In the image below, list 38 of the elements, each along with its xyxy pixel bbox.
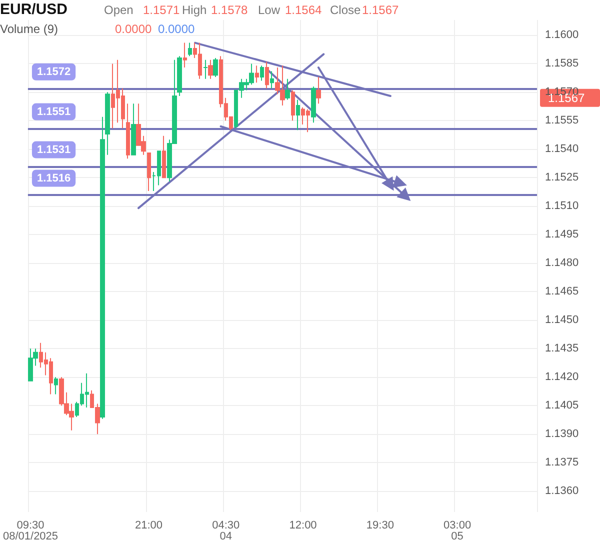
annotation: Volume (9)	[0, 22, 58, 36]
x-tick-label: 03:00 05	[444, 520, 472, 542]
text: Close	[330, 3, 362, 17]
text: Open	[104, 3, 134, 17]
annotation: 0.0000	[115, 22, 152, 36]
text: High	[182, 3, 207, 17]
y-tick-label: 1.1435	[545, 342, 579, 355]
text: Low	[258, 3, 280, 17]
y-tick-label: 1.1495	[545, 228, 579, 241]
text: 1.1578	[211, 3, 248, 17]
annotation: 0.0000	[158, 22, 196, 36]
y-tick-label: 1.1585	[545, 58, 579, 70]
y-tick-label: 1.1465	[545, 286, 579, 298]
y-tick-label: 1.1540	[545, 143, 579, 156]
chart-title: EUR/USD	[0, 1, 68, 18]
y-tick-label: 1.1480	[545, 257, 579, 270]
y-tick-label: 1.1390	[545, 428, 579, 440]
text: 1.1564	[285, 3, 322, 17]
y-tick-label: 1.1420	[545, 371, 579, 384]
ref-line-label: 1.1572	[36, 66, 71, 78]
y-tick-label: 1.1405	[545, 400, 579, 412]
x-tick-label: 12:00	[289, 520, 317, 532]
y-tick-label: 1.1375	[545, 456, 579, 469]
text: 1.1571	[143, 3, 180, 17]
ref-line-label: 1.1551	[36, 106, 71, 118]
y-tick-label: 1.1525	[545, 172, 579, 184]
ref-line-label: 1.1531	[36, 144, 71, 156]
y-tick-label: 1.1360	[545, 485, 579, 498]
text: 1.1567	[362, 3, 400, 17]
y-tick-label: 1.1510	[545, 200, 579, 212]
y-tick-label: 1.1555	[545, 114, 579, 127]
x-tick-label: 09:30 08/01/2025	[2, 520, 58, 542]
y-tick-label: 1.1450	[545, 314, 579, 326]
x-tick-label: 21:00	[135, 520, 163, 532]
ref-line-label: 1.1516	[36, 172, 71, 184]
x-tick-label: 04:30 04	[212, 520, 240, 542]
x-tick-label: 19:30	[366, 520, 394, 532]
y-tick-label: 1.1600	[545, 29, 579, 42]
